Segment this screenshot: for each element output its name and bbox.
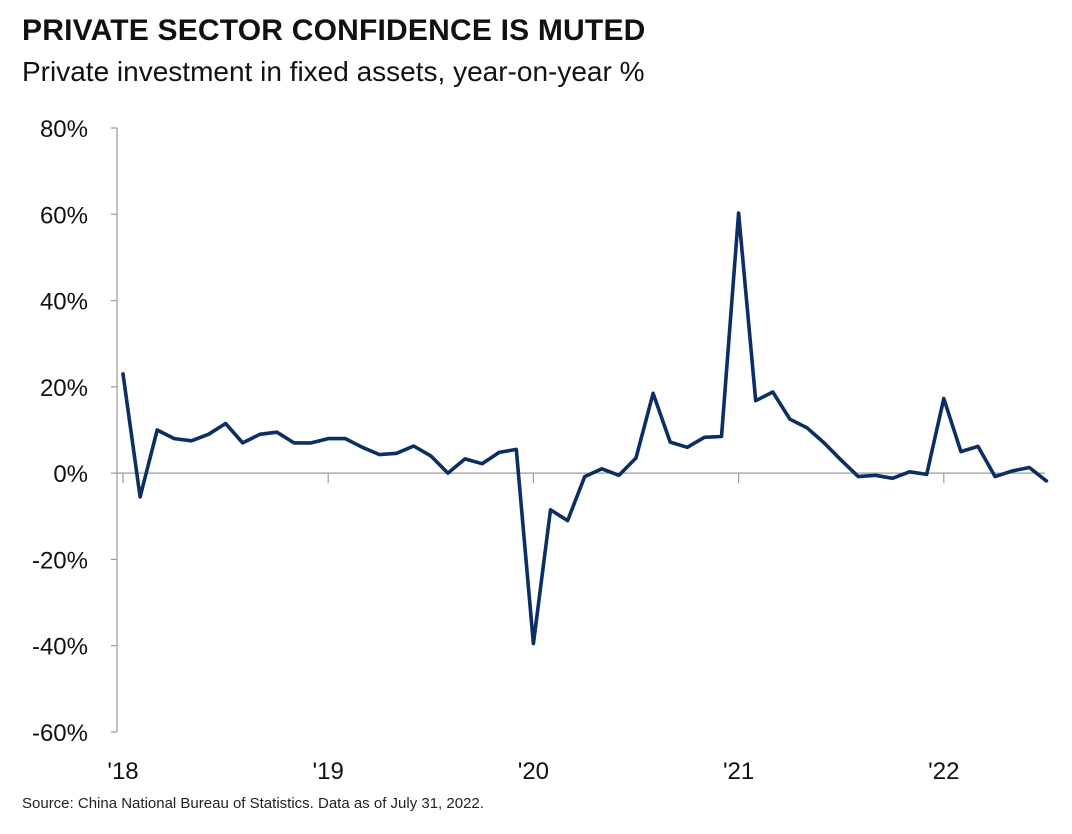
source-note: Source: China National Bureau of Statist…	[22, 795, 484, 812]
series-line-private-investment	[121, 211, 1049, 646]
series-group	[121, 211, 1049, 646]
x-tick-label: '19	[313, 758, 344, 785]
x-tick-label: '22	[928, 758, 959, 785]
chart-subtitle: Private investment in fixed assets, year…	[22, 56, 645, 87]
x-tick-label: '20	[518, 758, 549, 785]
y-tick-label: -60%	[32, 720, 88, 747]
x-tick-label: '18	[107, 758, 138, 785]
x-axis: '18 '19 '20 '21 '22	[107, 472, 1045, 785]
y-tick-label: -20%	[32, 547, 88, 574]
y-tick-label: 0%	[53, 461, 88, 488]
x-tick-label: '21	[723, 758, 754, 785]
y-axis: 80% 60% 40% 20% 0% -20% -40% -60%	[32, 116, 118, 747]
y-tick-label: -40%	[32, 634, 88, 661]
y-tick-label: 60%	[40, 202, 88, 229]
line-chart: 80%60%40%20%0%-20%-40%-60% '18'19'20'21 '…	[32, 116, 1049, 785]
y-tick-label: 80%	[40, 116, 88, 143]
y-tick-label: 40%	[40, 289, 88, 316]
chart-title: PRIVATE SECTOR CONFIDENCE IS MUTED	[22, 14, 646, 47]
y-tick-label: 20%	[40, 375, 88, 402]
